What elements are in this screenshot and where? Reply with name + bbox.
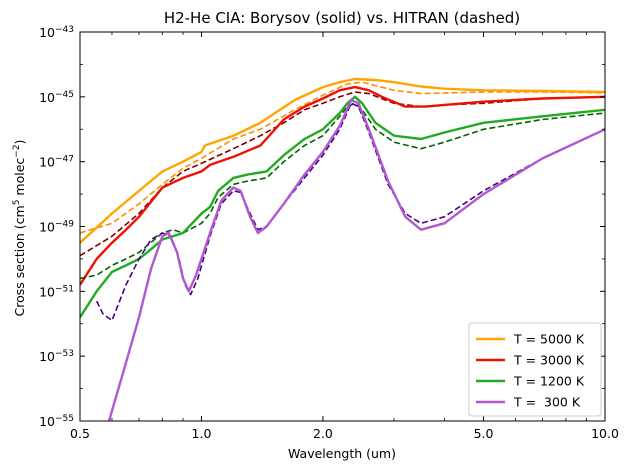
- y-tick-label-1: 10−53: [39, 349, 74, 364]
- y-label-sup2: −2: [12, 144, 22, 157]
- series-3-borysov-line: [107, 98, 605, 421]
- x-tick-label-1: 1.0: [192, 426, 212, 441]
- legend-label-3: T = 300 K: [513, 395, 581, 410]
- y-tick-label-4: 10−47: [39, 155, 74, 170]
- x-tick-label-3: 5.0: [474, 426, 494, 441]
- axes-layer: 0.5 1.0 2.0 5.0 10.0 10−55 10−53 10−51 10−49 10−4…: [39, 25, 619, 441]
- y-tick-label-2: 10−51: [39, 284, 74, 299]
- y-label-middle: molec: [12, 158, 27, 200]
- x-tick-label-4: 10.0: [591, 426, 619, 441]
- y-tick-label-0: 10−55: [39, 414, 74, 429]
- legend-box: [468, 322, 602, 417]
- series-1-borysov-line: [80, 85, 605, 286]
- series-2-hitran-line: [80, 102, 605, 280]
- chart-title: H2-He CIA: Borysov (solid) vs. HITRAN (d…: [164, 9, 520, 27]
- series-2-borysov-line: [80, 95, 605, 318]
- y-label-suffix: ): [12, 140, 27, 145]
- y-tick-label-6: 10−43: [39, 25, 74, 40]
- legend-label-0: T = 5000 K: [513, 332, 585, 347]
- series-layer: [80, 77, 605, 421]
- x-axis-label: Wavelength (um): [288, 446, 396, 461]
- x-tick-label-2: 2.0: [313, 426, 333, 441]
- legend-label-2: T = 1200 K: [513, 374, 585, 389]
- legend-label-1: T = 3000 K: [513, 353, 585, 368]
- legend: T = 5000 K T = 3000 K T = 1200 K T = 300 K: [468, 322, 602, 417]
- y-tick-label-3: 10−49: [39, 220, 74, 235]
- series-0-borysov-line: [80, 77, 605, 244]
- y-tick-label-5: 10−45: [39, 90, 74, 105]
- y-label-sup1: 5: [12, 200, 22, 206]
- y-label-prefix: Cross section (cm: [12, 205, 27, 316]
- x-tick-label-0: 0.5: [70, 426, 90, 441]
- y-axis-label: Cross section (cm5 molec−2): [12, 140, 27, 317]
